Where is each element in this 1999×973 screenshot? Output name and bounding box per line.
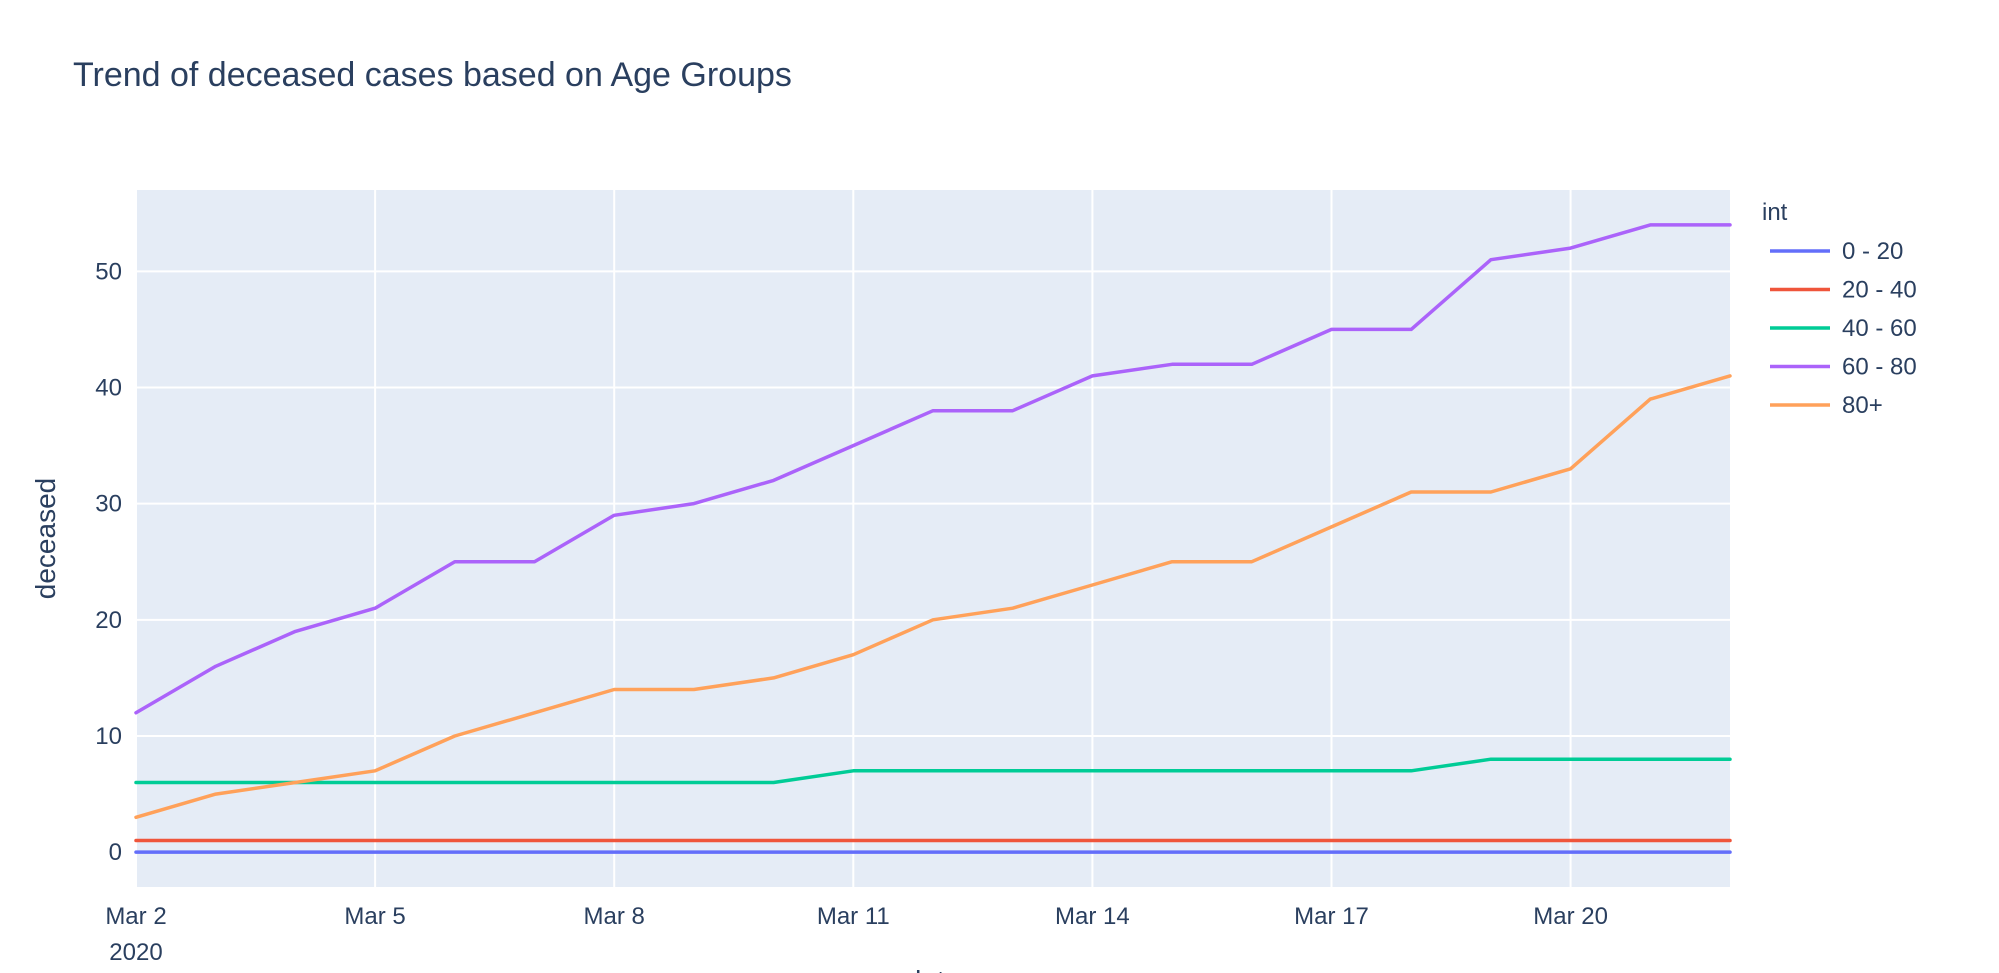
x-tick-sublabel: 2020 bbox=[109, 939, 162, 966]
y-tick-label: 30 bbox=[95, 491, 122, 518]
legend: int 0 - 20 20 - 40 40 - 60 60 - 80 80+ bbox=[1762, 199, 1917, 419]
y-axis-title: deceased bbox=[30, 478, 61, 599]
x-tick-label: Mar 8 bbox=[584, 903, 645, 930]
series-lines bbox=[134, 223, 1732, 854]
series-line-40-60 bbox=[134, 757, 1732, 785]
x-tick-label: Mar 20 bbox=[1533, 903, 1608, 930]
y-tick-label: 20 bbox=[95, 607, 122, 634]
series-line-60-80 bbox=[134, 223, 1732, 715]
series-line-80+ bbox=[134, 374, 1732, 820]
x-tick-label: Mar 5 bbox=[344, 903, 405, 930]
x-axis-title: date bbox=[906, 965, 961, 973]
legend-label: 20 - 40 bbox=[1842, 277, 1917, 304]
legend-label: 60 - 80 bbox=[1842, 354, 1917, 381]
legend-item[interactable]: 0 - 20 bbox=[1770, 238, 1903, 265]
legend-item[interactable]: 40 - 60 bbox=[1770, 315, 1917, 342]
legend-label: 0 - 20 bbox=[1842, 238, 1903, 265]
x-axis-ticks: Mar 2 2020 Mar 5 Mar 8 Mar 11 Mar 14 Mar 17 Mar… bbox=[105, 903, 1608, 966]
legend-label: 40 - 60 bbox=[1842, 315, 1917, 342]
y-tick-label: 40 bbox=[95, 374, 122, 401]
y-tick-label: 0 bbox=[109, 839, 122, 866]
x-tick-label: Mar 14 bbox=[1055, 903, 1130, 930]
x-tick-label: Mar 11 bbox=[817, 903, 890, 930]
y-tick-label: 50 bbox=[95, 258, 122, 285]
legend-item[interactable]: 60 - 80 bbox=[1770, 354, 1917, 381]
legend-title: int bbox=[1762, 199, 1788, 226]
x-tick-label: Mar 2 bbox=[105, 903, 166, 930]
y-tick-label: 10 bbox=[95, 723, 122, 750]
legend-item[interactable]: 20 - 40 bbox=[1770, 277, 1917, 304]
legend-label: 80+ bbox=[1842, 392, 1883, 419]
x-tick-label: Mar 17 bbox=[1294, 903, 1369, 930]
legend-item[interactable]: 80+ bbox=[1770, 392, 1883, 419]
y-axis-ticks: 0 10 20 30 40 50 bbox=[95, 258, 122, 866]
chart-title: Trend of deceased cases based on Age Gro… bbox=[73, 56, 792, 94]
